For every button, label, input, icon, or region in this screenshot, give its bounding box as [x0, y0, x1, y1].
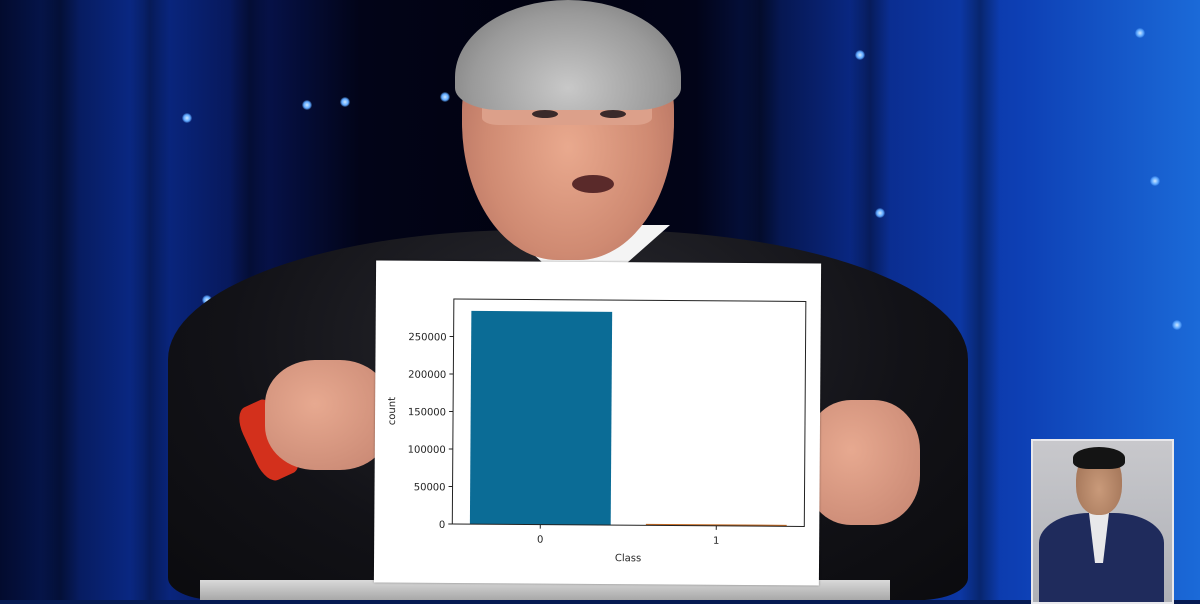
sign-language-interpreter-inset	[1031, 439, 1174, 604]
y-tick-label: 100000	[408, 445, 446, 456]
stage-light	[302, 100, 312, 110]
stage-light	[855, 50, 865, 60]
y-tick-label: 0	[439, 520, 445, 531]
y-tick-label: 50000	[414, 482, 446, 493]
speaker-eye	[600, 110, 626, 118]
x-tick-label: 0	[537, 535, 543, 546]
y-axis-label: count	[387, 397, 398, 425]
stage-light	[182, 113, 192, 123]
left-hand	[265, 360, 390, 470]
bar-class-0	[470, 311, 612, 525]
stage-light	[1135, 28, 1145, 38]
interpreter-hair	[1073, 447, 1125, 469]
stage-light	[440, 92, 450, 102]
stage-light	[1172, 320, 1182, 330]
x-tick-label: 1	[713, 536, 719, 547]
stage-light	[1150, 176, 1160, 186]
speaker-eye	[532, 110, 558, 118]
printed-chart-sheet: 0 50000 100000 150000 200000 250000 0 1 Class cou…	[374, 260, 821, 585]
bar-chart: 0 50000 100000 150000 200000 250000 0 1 Class cou…	[374, 260, 821, 585]
y-tick-label: 150000	[408, 407, 446, 418]
stage-light	[340, 97, 350, 107]
y-tick-label: 250000	[408, 332, 446, 343]
x-axis-label: Class	[615, 553, 641, 564]
stage-light	[875, 208, 885, 218]
right-hand	[805, 400, 920, 525]
y-tick-label: 200000	[408, 370, 446, 381]
curtain-fold	[40, 0, 80, 600]
curtain-fold	[130, 0, 170, 600]
speaker-mouth	[572, 175, 614, 193]
